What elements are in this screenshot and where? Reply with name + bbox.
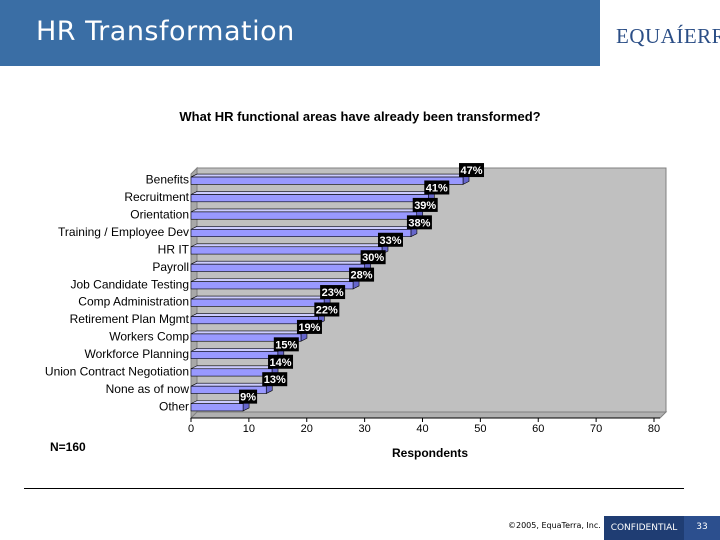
bar-top	[190, 330, 308, 335]
bar-top	[190, 191, 435, 195]
bar-top	[190, 208, 423, 213]
bar	[190, 351, 279, 359]
data-label-box	[273, 337, 299, 352]
bar-top	[190, 278, 360, 282]
plot-floor	[189, 411, 668, 419]
bar	[190, 229, 412, 237]
bar	[190, 246, 383, 255]
category-label: Retirement Plan Mgmt	[70, 312, 190, 326]
data-label: 33%	[379, 235, 401, 247]
bar-top	[190, 226, 418, 230]
category-label: Benefits	[146, 173, 189, 187]
x-tick-label: 70	[590, 423, 602, 435]
chart-title: What HR functional areas have already be…	[179, 109, 541, 124]
x-tick-label: 30	[359, 423, 371, 435]
data-label: 9%	[240, 392, 256, 404]
data-label-box	[296, 319, 322, 334]
data-label-box	[424, 180, 450, 195]
data-label: 14%	[270, 357, 292, 369]
category-label: HR IT	[158, 242, 190, 256]
category-label: Orientation	[130, 208, 189, 222]
data-label: 47%	[460, 165, 482, 177]
bar	[190, 211, 418, 220]
category-label: Workers Comp	[109, 330, 189, 344]
data-label: 22%	[316, 304, 338, 316]
bar-top	[190, 295, 331, 300]
bar-top	[190, 243, 389, 248]
footer-divider	[24, 488, 684, 489]
bar	[190, 176, 464, 185]
category-label: Comp Administration	[78, 295, 189, 309]
bar	[190, 298, 325, 307]
category-label: Recruitment	[124, 190, 189, 204]
bar	[190, 385, 267, 394]
data-label: 13%	[264, 374, 286, 386]
logo-area	[600, 0, 720, 66]
bar	[190, 263, 365, 272]
category-label: Workforce Planning	[85, 347, 190, 361]
bar-top	[190, 382, 273, 387]
data-label: 19%	[298, 322, 320, 334]
data-label-box	[262, 372, 288, 387]
data-label-box	[349, 267, 375, 282]
data-label: 30%	[362, 252, 384, 264]
plot-side-wall	[190, 166, 198, 420]
bar-top	[190, 313, 325, 317]
header-bar: HR Transformation	[0, 0, 600, 66]
bar	[190, 333, 302, 342]
page-number: 33	[684, 516, 720, 540]
bar-top	[190, 365, 279, 370]
category-label: Training / Employee Dev	[58, 225, 189, 239]
data-label: 39%	[414, 200, 436, 212]
data-label: 41%	[426, 182, 448, 194]
confidential-badge: CONFIDENTIAL	[604, 516, 684, 540]
copyright-text: ©2005, EquaTerra, Inc.	[508, 521, 601, 530]
category-label: Union Contract Negotiation	[45, 364, 189, 378]
category-label: Other	[159, 399, 189, 413]
data-label: 15%	[275, 339, 297, 351]
x-tick-label: 60	[532, 423, 544, 435]
x-tick-label: 50	[474, 423, 486, 435]
x-tick-label: 10	[243, 423, 255, 435]
category-label: Payroll	[152, 260, 189, 274]
x-axis-label: Respondents	[391, 446, 468, 460]
data-label-box	[360, 250, 386, 265]
bar	[190, 281, 354, 290]
data-label: 28%	[351, 270, 373, 282]
data-label-box	[459, 163, 485, 178]
data-label-box	[406, 215, 432, 230]
data-label-box	[314, 302, 340, 317]
x-tick-label: 0	[188, 423, 194, 435]
x-tick-label: 80	[648, 423, 660, 435]
bar	[190, 403, 244, 412]
bar-top	[190, 348, 284, 352]
category-label: Job Candidate Testing	[70, 277, 189, 291]
bar-top	[190, 260, 371, 265]
data-label-box	[320, 285, 346, 300]
data-label: 23%	[322, 287, 344, 299]
bar	[190, 368, 273, 377]
data-label: 38%	[408, 217, 430, 229]
data-label-box	[377, 232, 403, 247]
data-label-box	[268, 354, 294, 369]
x-tick-label: 40	[416, 423, 428, 435]
bar-top	[190, 173, 470, 178]
data-label-box	[412, 197, 438, 212]
bar	[190, 194, 429, 203]
x-tick-label: 20	[301, 423, 313, 435]
category-label: None as of now	[106, 382, 190, 396]
sample-size-note: N=160	[50, 440, 86, 454]
page-title: HR Transformation	[36, 16, 295, 47]
company-logo: EQUAÍERRA	[616, 24, 720, 48]
data-label-box	[239, 389, 258, 404]
